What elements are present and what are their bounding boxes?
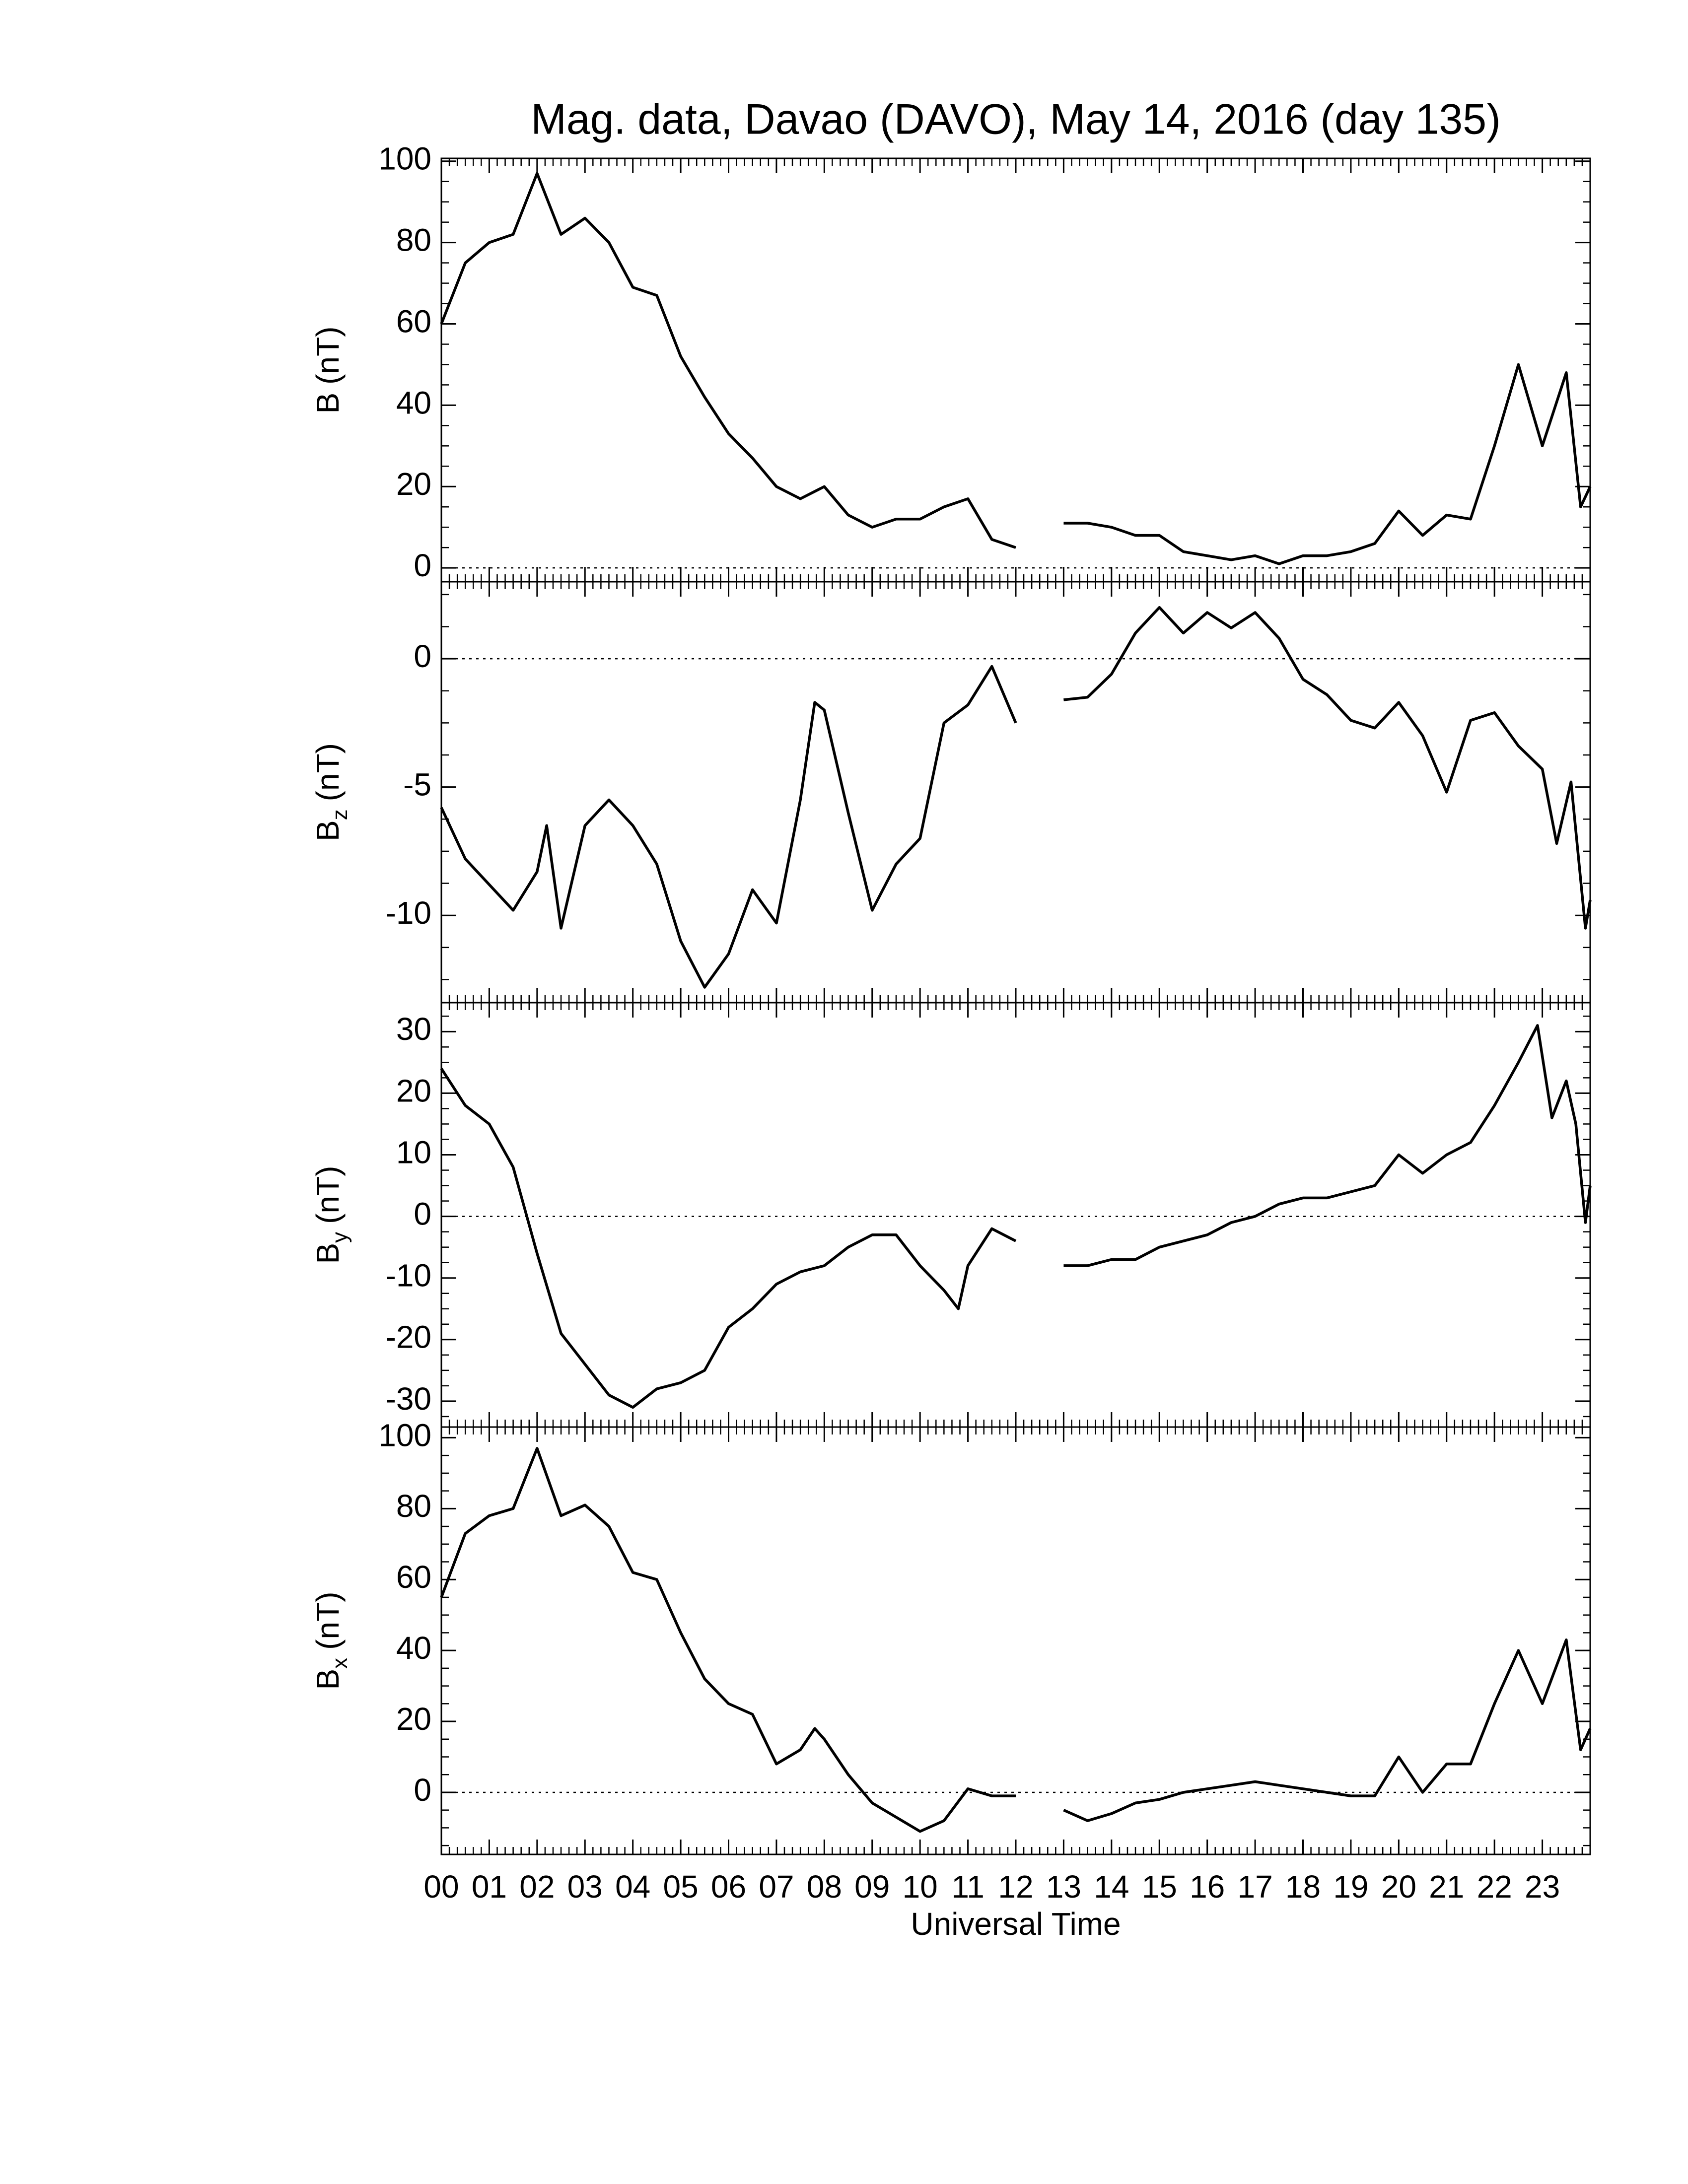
y-tick-label: 0 [414, 1772, 431, 1808]
y-tick-label: 20 [396, 466, 431, 502]
y-tick-label: -30 [386, 1381, 432, 1417]
y-label-subscript: z [328, 809, 352, 820]
x-tick-label: 14 [1094, 1869, 1129, 1905]
y-tick-label: 0 [414, 1196, 431, 1232]
x-tick-label: 22 [1477, 1869, 1512, 1905]
x-tick-label: 05 [663, 1869, 698, 1905]
y-label-unit: (nT) [310, 743, 346, 801]
panel-frame [440, 581, 1591, 1004]
y-tick-label: 10 [396, 1134, 431, 1170]
x-tick-label: 00 [423, 1869, 459, 1905]
y-tick-label: 60 [396, 303, 431, 339]
y-tick-label: 80 [396, 222, 431, 258]
x-tick-label: 07 [759, 1869, 794, 1905]
y-label-unit: (nT) [310, 327, 346, 385]
y-label-subscript: x [328, 1658, 352, 1669]
y-tick-label: 80 [396, 1488, 431, 1524]
x-tick-label: 04 [615, 1869, 650, 1905]
y-tick-label: 20 [396, 1073, 431, 1108]
y-tick-label: -20 [386, 1319, 432, 1355]
data-line [440, 606, 1592, 989]
data-line [440, 1024, 1592, 1409]
data-line [440, 172, 1592, 565]
y-label-unit: (nT) [310, 1592, 346, 1650]
y-label-unit: (nT) [310, 1166, 346, 1224]
x-tick-label: 18 [1285, 1869, 1321, 1905]
y-tick-label: -10 [386, 1258, 432, 1294]
x-tick-label: 13 [1046, 1869, 1081, 1905]
x-tick-label: 23 [1525, 1869, 1560, 1905]
panel-frame [440, 1426, 1591, 1855]
x-tick-label: 17 [1237, 1869, 1272, 1905]
y-label-symbol: B [310, 393, 346, 414]
x-tick-label: 08 [807, 1869, 842, 1905]
x-tick-label: 15 [1142, 1869, 1177, 1905]
y-tick-label: 0 [414, 547, 431, 583]
x-tick-label: 11 [951, 1869, 984, 1905]
x-tick-label: 01 [472, 1869, 507, 1905]
y-tick-label: 100 [378, 141, 431, 177]
x-tick-label: 06 [711, 1869, 746, 1905]
x-tick-label: 16 [1190, 1869, 1225, 1905]
y-label-symbol: B [310, 1243, 346, 1264]
x-axis-label: Universal Time [911, 1906, 1121, 1942]
x-tick-label: 21 [1429, 1869, 1464, 1905]
y-tick-label: 30 [396, 1011, 431, 1047]
y-label-symbol: B [310, 820, 346, 841]
y-tick-label: 40 [396, 1630, 431, 1666]
y-tick-label: 0 [414, 638, 431, 674]
y-axis-label: By (nT) [310, 1166, 352, 1264]
x-tick-label: 03 [567, 1869, 603, 1905]
y-axis-label: Bx (nT) [310, 1592, 352, 1690]
y-tick-label: -10 [386, 895, 432, 931]
chart-title: Mag. data, Davao (DAVO), May 14, 2016 (d… [531, 96, 1500, 143]
y-axis-label: B (nT) [310, 327, 346, 414]
panel-frame [440, 1002, 1591, 1428]
x-tick-label: 19 [1333, 1869, 1368, 1905]
x-tick-label: 10 [903, 1869, 938, 1905]
y-label-subscript: y [328, 1232, 352, 1243]
y-label-symbol: B [310, 1669, 346, 1690]
panel-frame [440, 157, 1591, 583]
y-tick-label: 100 [378, 1417, 431, 1453]
x-tick-label: 20 [1381, 1869, 1416, 1905]
data-line [440, 1447, 1592, 1833]
y-tick-label: 40 [396, 385, 431, 420]
y-tick-label: -5 [403, 767, 431, 803]
y-tick-label: 20 [396, 1701, 431, 1737]
x-tick-label: 12 [998, 1869, 1033, 1905]
x-tick-label: 09 [854, 1869, 890, 1905]
y-axis-label: Bz (nT) [310, 743, 352, 841]
x-tick-label: 02 [519, 1869, 555, 1905]
y-tick-label: 60 [396, 1559, 431, 1595]
